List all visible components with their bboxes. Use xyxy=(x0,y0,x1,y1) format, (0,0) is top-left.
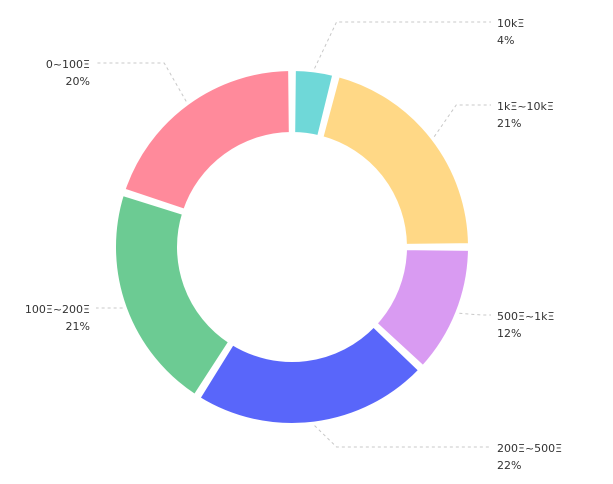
slice-label-2: 1kΞ~10kΞ xyxy=(497,100,554,113)
slice-label-1: 10kΞ xyxy=(497,17,524,30)
slice-percent-1: 4% xyxy=(497,34,514,47)
slice-percent-2: 21% xyxy=(497,117,521,130)
slices-layer xyxy=(112,67,472,427)
slice-label-4: 200Ξ~500Ξ xyxy=(497,442,562,455)
donut-slice-4[interactable] xyxy=(196,323,423,427)
slice-percent-3: 12% xyxy=(497,327,521,340)
leader-line-6 xyxy=(96,62,187,102)
donut-slice-5[interactable] xyxy=(112,191,233,399)
slice-percent-4: 22% xyxy=(497,459,521,472)
slice-percent-5: 21% xyxy=(66,320,90,333)
slice-label-5: 100Ξ~200Ξ xyxy=(25,303,90,316)
donut-slice-3[interactable] xyxy=(373,246,472,370)
donut-slice-2[interactable] xyxy=(319,73,472,248)
leaders-layer xyxy=(96,21,491,448)
donut-slice-1[interactable] xyxy=(291,67,337,140)
slice-label-3: 500Ξ~1kΞ xyxy=(497,310,555,323)
slice-percent-6: 20% xyxy=(66,75,90,88)
leader-line-4 xyxy=(314,425,491,448)
leader-line-3 xyxy=(459,312,491,316)
labels-layer: 10kΞ 4% 1kΞ~10kΞ 21% 500Ξ~1kΞ 12% 200Ξ~500Ξ 22%… xyxy=(25,17,562,472)
leader-line-1 xyxy=(314,21,491,69)
slice-label-6: 0~100Ξ xyxy=(46,58,90,71)
donut-slice-6[interactable] xyxy=(121,67,293,213)
leader-line-2 xyxy=(433,104,491,137)
